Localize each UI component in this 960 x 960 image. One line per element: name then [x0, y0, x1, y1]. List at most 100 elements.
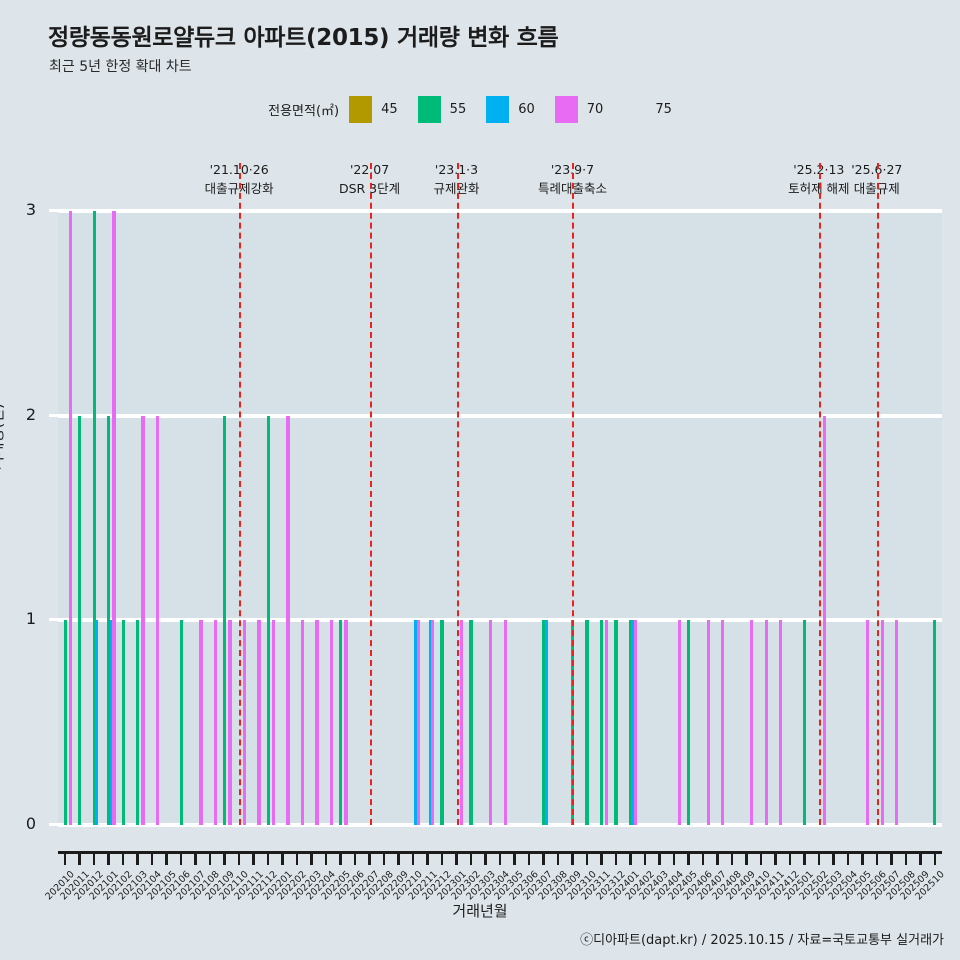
bar-202405-60[interactable] — [686, 620, 690, 825]
legend-label-55: 55 — [449, 102, 467, 117]
bar-202101-75[interactable] — [112, 211, 116, 825]
bar-202211-70[interactable] — [428, 620, 432, 825]
x-tick-mark-202407 — [716, 853, 719, 865]
x-tick-mark-202507 — [890, 853, 893, 865]
bar-202410-75[interactable] — [764, 620, 768, 825]
bar-202502-75[interactable] — [822, 415, 826, 825]
bar-202101-60[interactable] — [107, 415, 111, 825]
bar-202406-75[interactable] — [706, 620, 710, 825]
bar-202301-75[interactable] — [460, 620, 464, 825]
bar-202302-60[interactable] — [469, 620, 473, 825]
bar-202307-70[interactable] — [544, 620, 548, 825]
x-tick-mark-202412 — [788, 853, 792, 865]
bar-202211-75[interactable] — [431, 620, 435, 825]
page-subtitle: 최근 5년 한정 확대 차트 — [49, 59, 192, 75]
x-tick-mark-202208 — [382, 853, 386, 865]
bar-202312-60[interactable] — [614, 620, 618, 825]
bar-202202-75[interactable] — [300, 620, 305, 825]
bar-202101-70[interactable] — [109, 620, 113, 825]
gridline-0 — [58, 823, 942, 827]
bar-202210-75[interactable] — [416, 620, 420, 825]
legend-item-60[interactable]: 60 — [486, 96, 551, 123]
bar-202104-75[interactable] — [155, 415, 160, 825]
bar-202109-75[interactable] — [228, 620, 232, 825]
bar-202310-60[interactable] — [585, 620, 589, 825]
legend-item-45[interactable]: 45 — [349, 96, 414, 123]
legend-item-75[interactable]: 75 — [623, 96, 688, 123]
legend-item-55[interactable]: 55 — [417, 96, 483, 123]
bar-202212-60[interactable] — [440, 620, 444, 825]
event-text-202502: 토허제 해제 — [788, 181, 850, 197]
y-tick-label-3: 3 — [25, 200, 36, 219]
bar-202404-75[interactable] — [677, 620, 681, 825]
bar-202303-75[interactable] — [489, 620, 493, 825]
x-tick-mark-202301 — [455, 853, 458, 865]
x-tick-mark-202504 — [846, 853, 850, 865]
y-axis-label: 거래량(건) — [0, 403, 6, 470]
gridline-1 — [58, 618, 942, 623]
bar-202201-75[interactable] — [286, 415, 290, 825]
bar-202112-60[interactable] — [266, 415, 270, 825]
bar-202112-75[interactable] — [271, 620, 276, 825]
y-tick-label-0: 0 — [25, 814, 36, 833]
bar-202109-60[interactable] — [223, 415, 227, 825]
bar-202401-75[interactable] — [634, 620, 638, 825]
bar-202510-60[interactable] — [933, 620, 937, 825]
x-tick-mark-202104 — [150, 853, 154, 865]
legend-item-70[interactable]: 70 — [554, 96, 620, 123]
page-title: 정량동동원로얄듀크 아파트(2015) 거래량 변화 흐름 — [48, 25, 559, 51]
event-date-202110: '21.10·26 — [209, 162, 269, 177]
bar-202010-60[interactable] — [63, 620, 67, 825]
bar-202110-75[interactable] — [242, 620, 247, 825]
bar-202107-75[interactable] — [199, 620, 203, 825]
bar-202311-60[interactable] — [599, 620, 604, 825]
x-tick-mark-202103 — [136, 853, 139, 865]
bar-202011-60[interactable] — [78, 415, 82, 825]
x-tick-mark-202503 — [832, 853, 835, 865]
bar-202012-70[interactable] — [95, 620, 99, 825]
bar-202407-75[interactable] — [721, 620, 725, 825]
bar-202103-60[interactable] — [136, 620, 140, 825]
x-tick-mark-202506 — [875, 853, 879, 865]
bar-202505-75[interactable] — [866, 620, 870, 825]
bar-202205-75[interactable] — [344, 620, 348, 825]
bar-202501-60[interactable] — [802, 620, 806, 825]
event-line-202301 — [456, 163, 459, 825]
bar-202102-60[interactable] — [121, 620, 125, 825]
bar-202507-75[interactable] — [895, 620, 899, 825]
bar-202012-60[interactable] — [92, 211, 96, 825]
bar-202205-60[interactable] — [338, 620, 343, 825]
x-tick-mark-202302 — [469, 853, 473, 865]
bar-202106-60[interactable] — [179, 620, 183, 825]
y-tick-mark-3 — [49, 209, 58, 212]
bar-202111-75[interactable] — [257, 620, 261, 825]
legend-label-70: 70 — [586, 102, 604, 117]
bar-202506-75[interactable] — [880, 620, 884, 825]
x-tick-mark-202403 — [658, 853, 661, 865]
bar-202304-75[interactable] — [503, 620, 507, 825]
event-date-202309: '23.9·7 — [550, 162, 595, 177]
x-tick-mark-202305 — [513, 853, 516, 865]
bar-202401-60[interactable] — [628, 620, 632, 825]
bar-202010-75[interactable] — [68, 211, 73, 825]
x-tick-mark-202303 — [484, 853, 487, 865]
bar-202411-75[interactable] — [779, 620, 783, 825]
bar-202409-75[interactable] — [750, 620, 754, 825]
bar-202401-70[interactable] — [631, 620, 635, 825]
bar-202103-75[interactable] — [141, 415, 145, 825]
gridline-2 — [58, 413, 942, 418]
bar-202108-75[interactable] — [213, 620, 218, 825]
bar-202307-60[interactable] — [541, 620, 546, 825]
bar-202204-75[interactable] — [329, 620, 334, 825]
x-tick-mark-202401 — [629, 853, 632, 865]
bar-202309-60[interactable] — [570, 620, 575, 825]
bar-202210-70[interactable] — [414, 620, 418, 825]
x-tick-mark-202206 — [353, 853, 357, 865]
x-tick-mark-202105 — [165, 853, 168, 865]
x-tick-mark-202101 — [107, 853, 110, 865]
bar-202311-75[interactable] — [605, 620, 609, 825]
event-line-202110 — [239, 163, 242, 825]
bar-202203-75[interactable] — [315, 620, 319, 825]
chart-plot-area — [58, 163, 942, 827]
event-line-202207 — [369, 163, 372, 825]
